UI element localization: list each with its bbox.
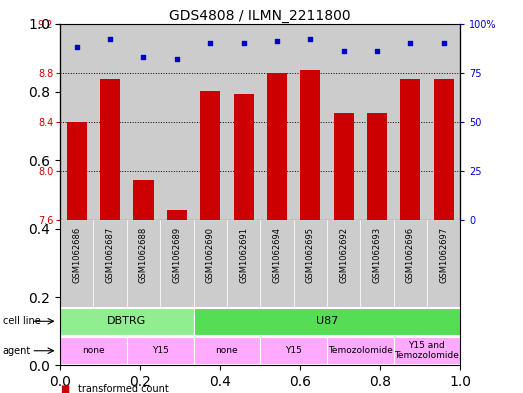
Bar [334, 113, 354, 220]
Text: transformed count: transformed count [78, 384, 169, 393]
Bar [227, 220, 260, 307]
Bar [60, 308, 194, 334]
Bar [194, 338, 260, 364]
Text: GSM1062696: GSM1062696 [406, 227, 415, 283]
Bar [194, 220, 227, 307]
Bar [400, 79, 420, 220]
Point [373, 48, 381, 54]
Bar [160, 220, 194, 307]
Text: GSM1062694: GSM1062694 [272, 227, 281, 283]
Point [272, 38, 281, 44]
Bar [394, 220, 427, 307]
Bar [167, 210, 187, 220]
Bar [133, 180, 154, 220]
Bar [327, 220, 360, 307]
Bar [94, 24, 127, 220]
Point [439, 40, 448, 46]
Bar [233, 94, 254, 220]
Bar [293, 220, 327, 307]
Bar [67, 122, 87, 220]
Bar [260, 338, 327, 364]
Text: GSM1062697: GSM1062697 [439, 227, 448, 283]
Bar [94, 220, 127, 307]
Text: GSM1062695: GSM1062695 [306, 227, 315, 283]
Bar [160, 24, 194, 220]
Bar [367, 113, 387, 220]
Bar [260, 24, 293, 220]
Text: GSM1062686: GSM1062686 [72, 227, 81, 283]
Bar [127, 338, 194, 364]
Point [106, 36, 115, 42]
Point [339, 48, 348, 54]
Text: GSM1062693: GSM1062693 [372, 227, 381, 283]
Bar [300, 70, 320, 220]
Bar [200, 91, 220, 220]
Bar [267, 73, 287, 220]
Text: Y15 and
Temozolomide: Y15 and Temozolomide [394, 341, 459, 360]
Text: cell line: cell line [3, 316, 40, 326]
Text: GSM1062690: GSM1062690 [206, 227, 214, 283]
Text: none: none [215, 346, 238, 355]
Text: U87: U87 [316, 316, 338, 326]
Bar [127, 24, 160, 220]
Text: GSM1062687: GSM1062687 [106, 227, 115, 283]
Point [306, 36, 314, 42]
Text: GSM1062692: GSM1062692 [339, 227, 348, 283]
Bar [227, 24, 260, 220]
Point [73, 44, 81, 50]
Bar [327, 24, 360, 220]
Bar [327, 338, 393, 364]
Bar [60, 24, 94, 220]
Point [406, 40, 414, 46]
Bar [434, 79, 453, 220]
Bar [260, 220, 293, 307]
Bar [100, 79, 120, 220]
Bar [360, 220, 393, 307]
Text: DBTRG: DBTRG [107, 316, 146, 326]
Bar [360, 24, 393, 220]
Bar [194, 24, 227, 220]
Text: agent: agent [3, 346, 31, 356]
Text: Temozolomide: Temozolomide [328, 346, 393, 355]
Bar [60, 338, 127, 364]
Bar [427, 220, 460, 307]
Text: Y15: Y15 [285, 346, 302, 355]
Text: ■: ■ [60, 384, 70, 393]
Text: none: none [82, 346, 105, 355]
Point [173, 56, 181, 62]
Bar [427, 24, 460, 220]
Text: GSM1062689: GSM1062689 [173, 227, 181, 283]
Title: GDS4808 / ILMN_2211800: GDS4808 / ILMN_2211800 [169, 9, 351, 22]
Point [240, 40, 248, 46]
Bar [194, 308, 460, 334]
Bar [293, 24, 327, 220]
Bar [60, 220, 94, 307]
Bar [127, 220, 160, 307]
Point [139, 54, 147, 60]
Bar [394, 338, 460, 364]
Bar [394, 24, 427, 220]
Point [206, 40, 214, 46]
Text: GSM1062688: GSM1062688 [139, 227, 148, 283]
Text: Y15: Y15 [152, 346, 168, 355]
Text: GSM1062691: GSM1062691 [239, 227, 248, 283]
